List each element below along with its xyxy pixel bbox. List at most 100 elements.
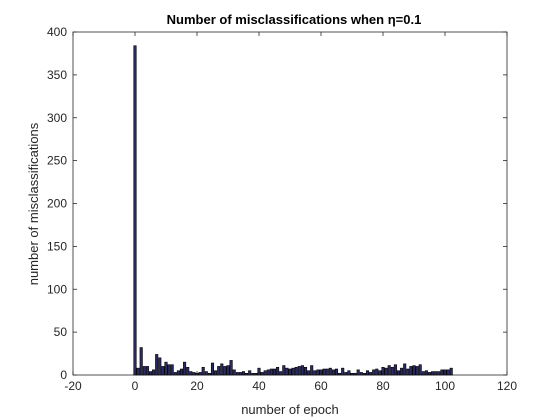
bar [415, 366, 419, 376]
bar [350, 372, 354, 376]
y-tick-label: 50 [54, 325, 68, 339]
plot-area: -20 0 20 40 60 80 100 1200501001502002503003504… [47, 25, 517, 393]
y-axis-label: number of misclassifications [26, 122, 41, 285]
bar [406, 368, 410, 376]
bar [164, 361, 168, 376]
bar [192, 372, 196, 376]
bar [421, 371, 425, 376]
bar [378, 370, 382, 376]
x-tick-label: 100 [435, 379, 455, 393]
bar [170, 364, 174, 376]
bar [359, 372, 363, 376]
bar [189, 371, 193, 376]
bar [409, 366, 413, 376]
bar [424, 370, 428, 376]
bar [173, 372, 177, 376]
bar [396, 370, 401, 376]
bar [393, 364, 397, 376]
x-tick-label: 60 [314, 379, 328, 393]
bar [251, 372, 255, 376]
bar [148, 371, 153, 376]
bar [269, 368, 273, 376]
bar [210, 362, 215, 376]
bar [303, 366, 308, 376]
bar [400, 367, 404, 376]
bar [328, 367, 332, 376]
bar [282, 365, 286, 376]
bar [307, 370, 311, 376]
y-tick-label: 400 [47, 25, 67, 39]
bar [403, 363, 407, 376]
bar [223, 366, 227, 376]
x-tick-label: 120 [497, 379, 517, 393]
bar [325, 368, 329, 376]
bar [362, 372, 366, 376]
bar [375, 368, 379, 376]
bar [434, 371, 438, 376]
bar [300, 365, 304, 376]
bar [266, 369, 270, 376]
bar [245, 372, 249, 376]
bar [369, 372, 373, 376]
bar [440, 369, 444, 376]
bar [331, 369, 335, 376]
bar [241, 371, 246, 376]
bar [365, 370, 370, 376]
y-tick-label: 300 [47, 111, 67, 125]
bar [294, 366, 298, 376]
bar [183, 361, 187, 376]
bar [310, 365, 314, 376]
bar [437, 371, 441, 376]
bar [449, 367, 453, 376]
bar [353, 372, 357, 376]
bar [152, 369, 156, 376]
bar [334, 368, 339, 376]
bar [347, 370, 351, 376]
bar [220, 363, 224, 376]
bar [427, 372, 432, 376]
chart-title: Number of misclassifications when η=0.1 [167, 12, 422, 27]
y-tick-label: 100 [47, 282, 67, 296]
bar [176, 370, 180, 376]
bar [260, 372, 264, 376]
y-tick-label: 200 [47, 197, 67, 211]
y-tick-label: 0 [60, 368, 67, 382]
x-tick-label: 40 [252, 379, 266, 393]
bar [238, 372, 242, 376]
bar [412, 365, 416, 376]
bar [136, 367, 140, 376]
x-axis-label: number of epoch [241, 402, 339, 417]
plot-box [72, 31, 508, 376]
bar [248, 370, 252, 376]
x-tick-label: 80 [376, 379, 390, 393]
bar [316, 369, 320, 376]
bar [344, 372, 348, 376]
bar [322, 368, 326, 376]
bar [186, 366, 190, 376]
bar [207, 372, 211, 376]
bar [288, 368, 292, 376]
bar [201, 366, 205, 376]
bar [384, 367, 388, 376]
bar [291, 367, 295, 376]
bar [263, 370, 267, 376]
bar [235, 372, 239, 376]
bar [356, 369, 360, 376]
bar [372, 369, 376, 376]
bar [145, 366, 149, 376]
x-tick-label: 0 [132, 379, 139, 393]
bar [158, 357, 162, 376]
bar [313, 370, 317, 376]
bar [297, 366, 301, 376]
bar [198, 372, 202, 376]
y-tick-label: 350 [47, 68, 67, 82]
bar [285, 367, 289, 376]
bar [279, 371, 283, 376]
bar [431, 371, 435, 376]
bar [217, 366, 221, 376]
y-tick-label: 150 [47, 239, 67, 253]
bar [139, 347, 143, 376]
y-tick-label: 250 [47, 154, 67, 168]
bar [232, 369, 236, 376]
bar [161, 366, 165, 376]
